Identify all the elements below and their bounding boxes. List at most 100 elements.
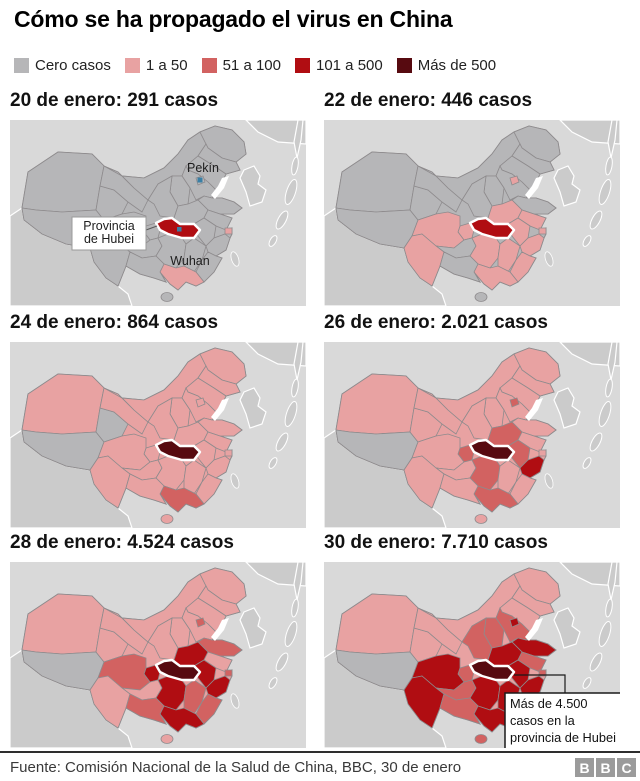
foreign-land-japan-2: [268, 677, 278, 689]
foreign-land-sakhalin: [293, 562, 304, 601]
legend-item-mas-500: Más de 500: [396, 57, 497, 74]
china-map-30-enero: Más de 4.500 casos en la provincia de Hube…: [324, 562, 620, 748]
foreign-land-japan-1: [589, 432, 603, 452]
province-beijing: [509, 617, 520, 628]
province-hubei: [154, 658, 202, 682]
map-panel-24-enero: 24 de enero: 864 casos: [10, 312, 306, 530]
foreign-land-korea: [239, 387, 267, 429]
foreign-land-japan-3: [291, 598, 299, 618]
source-note: Fuente: Comisión Nacional de la Salud de…: [10, 759, 462, 776]
china-map-28-enero: [10, 562, 306, 748]
legend: Cero casos 1 a 50 51 a 100 101 a 500 Más…: [14, 57, 496, 74]
province-guangdong: [159, 263, 205, 291]
foreign-land-russia: [559, 342, 620, 367]
legend-item-51-100: 51 a 100: [201, 57, 281, 74]
province-guangxi: [125, 251, 167, 283]
legend-label-cero: Cero casos: [35, 57, 111, 74]
province-guangxi: [439, 693, 481, 725]
legend-item-cero: Cero casos: [14, 57, 111, 74]
province-hainan: [160, 514, 174, 524]
final-callout-box: [504, 692, 620, 748]
province-shanghai: [538, 449, 547, 457]
foreign-land-japan-3: [605, 378, 613, 398]
final-callout-text: provincia de Hubei: [510, 730, 616, 745]
foreign-land-russia: [559, 562, 620, 587]
wuhan-label: Wuhan: [170, 254, 209, 268]
foreign-land-sakhalin: [293, 342, 304, 381]
bbc-logo: B B C: [575, 758, 636, 777]
province-hainan: [160, 292, 174, 302]
foreign-land-korea: [239, 165, 267, 207]
footer: Fuente: Comisión Nacional de la Salud de…: [0, 751, 640, 781]
province-hubei: [468, 658, 516, 682]
panel-title-26-enero: 26 de enero: 2.021 casos: [324, 312, 548, 333]
bohai-gulf: [211, 398, 229, 421]
province-guangdong: [159, 705, 205, 733]
legend-item-1-50: 1 a 50: [124, 57, 188, 74]
province-hainan: [160, 734, 174, 744]
foreign-land-japan-0: [598, 621, 612, 647]
foreign-land-russia: [245, 562, 306, 587]
wuhan-city-marker: [177, 227, 182, 232]
foreign-land-japan-2: [582, 235, 592, 247]
foreign-land-japan-0: [284, 401, 298, 427]
island-taiwan: [230, 251, 240, 267]
foreign-land-sakhalin: [607, 120, 618, 159]
foreign-land-japan-2: [268, 235, 278, 247]
map-panel-22-enero: 22 de enero: 446 casos: [324, 90, 620, 308]
foreign-land-japan-1: [275, 652, 289, 672]
bbc-logo-letter: C: [617, 758, 636, 777]
panel-title-24-enero: 24 de enero: 864 casos: [10, 312, 219, 333]
legend-label-mas-500: Más de 500: [417, 57, 497, 74]
foreign-land-japan-1: [275, 210, 289, 230]
map-panel-26-enero: 26 de enero: 2.021 casos: [324, 312, 620, 530]
pekin-label: Pekín: [187, 161, 219, 175]
legend-label-1-50: 1 a 50: [145, 57, 188, 74]
foreign-land-sakhalin: [607, 342, 618, 381]
province-hainan: [474, 292, 488, 302]
foreign-land-japan-3: [291, 156, 299, 176]
legend-label-51-100: 51 a 100: [222, 57, 281, 74]
map-panel-28-enero: 28 de enero: 4.524 casos: [10, 532, 306, 750]
panel-title-20-enero: 20 de enero: 291 casos: [10, 90, 219, 111]
hubei-callout-line: [145, 225, 158, 231]
foreign-land-japan-3: [291, 378, 299, 398]
foreign-land-korea: [553, 165, 581, 207]
hubei-callout-text: de Hubei: [84, 232, 134, 246]
foreign-land-japan-0: [284, 179, 298, 205]
province-shanghai: [224, 449, 233, 457]
foreign-land-sakhalin: [293, 120, 304, 159]
foreign-land-korea: [553, 387, 581, 429]
bohai-gulf: [525, 176, 543, 199]
bohai-gulf: [211, 176, 229, 199]
legend-swatch-cero: [14, 58, 29, 73]
foreign-land-russia: [559, 120, 620, 145]
foreign-land-korea: [239, 607, 267, 649]
legend-swatch-mas-500: [396, 58, 412, 73]
map-panel-30-enero: 30 de enero: 7.710 casos Más de 4.500 cas…: [324, 532, 620, 750]
province-hubei: [154, 438, 202, 462]
province-hubei: [468, 216, 516, 240]
bohai-gulf: [211, 618, 229, 641]
china-map-26-enero: [324, 342, 620, 528]
island-taiwan: [230, 473, 240, 489]
province-hainan: [474, 734, 488, 744]
province-guangdong: [159, 485, 205, 513]
foreign-land-russia: [245, 120, 306, 145]
map-panel-20-enero: 20 de enero: 291 casos Pekín Wuhan Provinc…: [10, 90, 306, 308]
foreign-land-japan-2: [582, 457, 592, 469]
province-guangxi: [439, 251, 481, 283]
foreign-land-japan-0: [598, 179, 612, 205]
final-callout-line: [514, 674, 566, 693]
foreign-land-sakhalin: [607, 562, 618, 601]
province-shanghai: [224, 227, 233, 235]
foreign-land-japan-0: [598, 401, 612, 427]
province-beijing: [509, 175, 520, 186]
bohai-gulf: [525, 398, 543, 421]
island-taiwan: [544, 251, 554, 267]
province-guangxi: [439, 473, 481, 505]
province-guangdong: [473, 263, 519, 291]
foreign-land-japan-3: [605, 156, 613, 176]
china-map-24-enero: [10, 342, 306, 528]
province-beijing: [509, 397, 520, 408]
